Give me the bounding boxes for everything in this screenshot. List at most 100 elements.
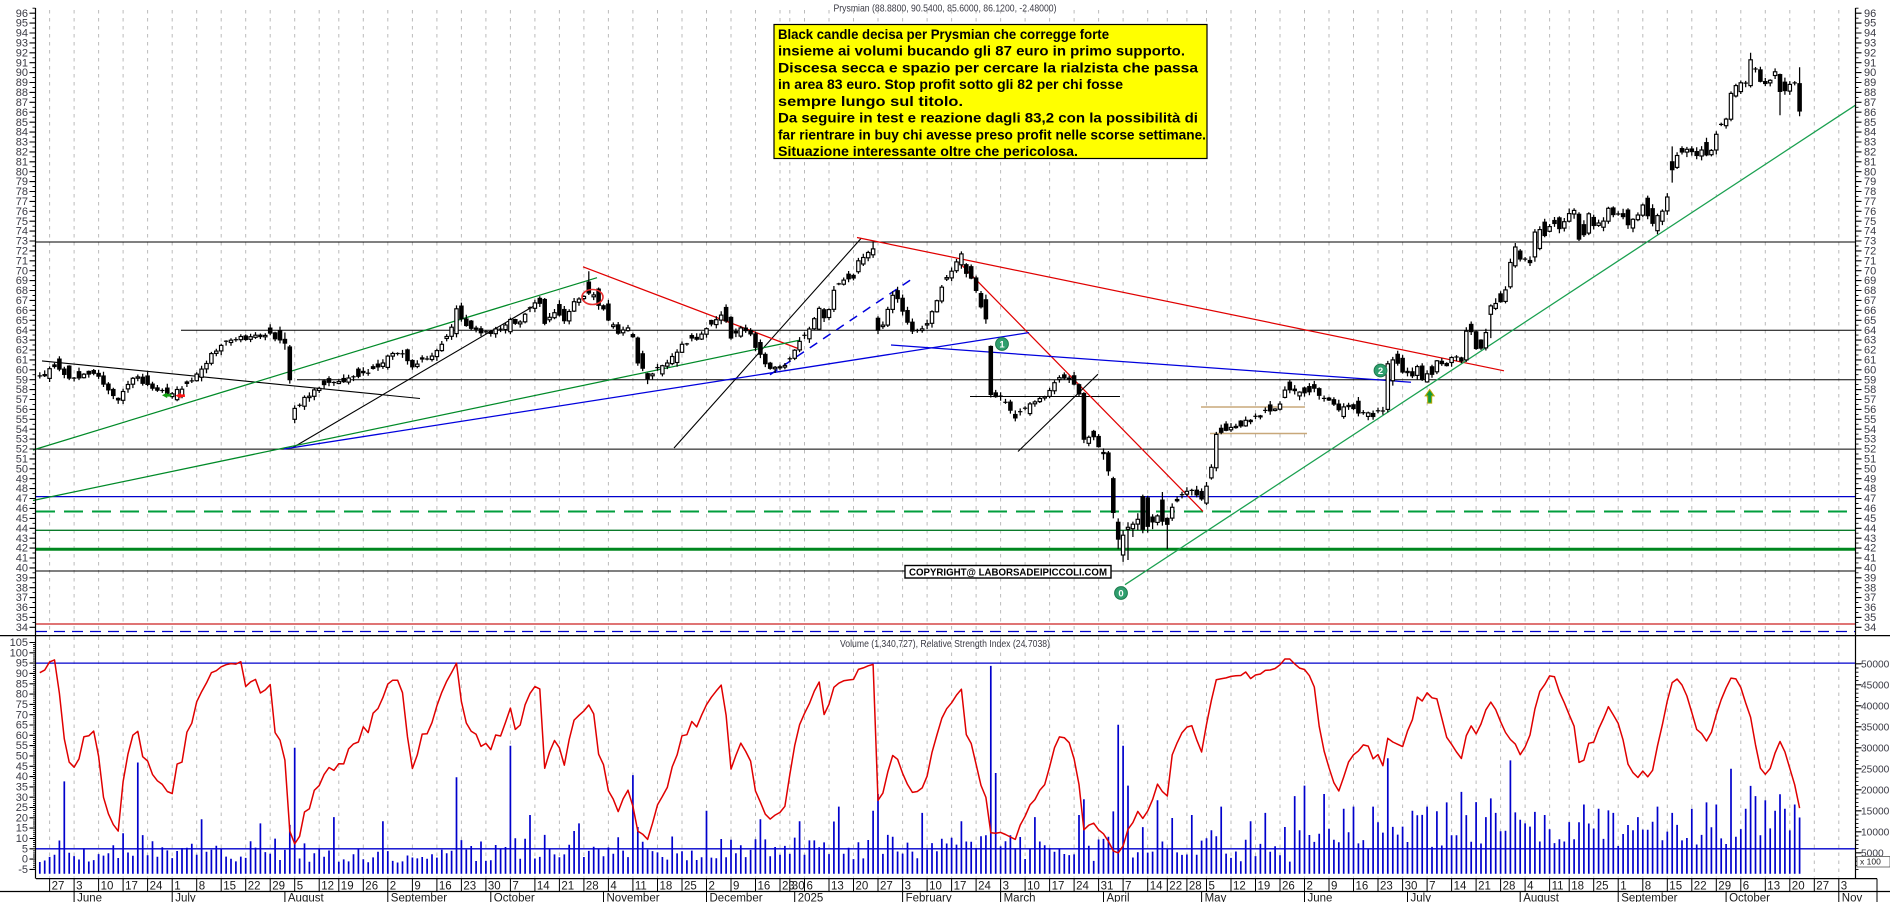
svg-text:84: 84 [1864, 127, 1876, 139]
svg-text:93: 93 [1864, 38, 1876, 50]
svg-text:6: 6 [807, 880, 813, 892]
svg-text:28: 28 [1189, 880, 1202, 892]
svg-text:74: 74 [16, 226, 28, 238]
svg-text:44: 44 [1864, 523, 1876, 535]
svg-text:25: 25 [16, 802, 28, 814]
svg-text:10: 10 [1027, 880, 1040, 892]
svg-text:88: 88 [1864, 87, 1876, 99]
svg-text:16: 16 [758, 880, 771, 892]
svg-text:68: 68 [1864, 285, 1876, 297]
svg-text:27: 27 [52, 880, 65, 892]
svg-text:4: 4 [610, 880, 617, 892]
svg-text:25: 25 [1596, 880, 1609, 892]
svg-text:57: 57 [16, 394, 28, 406]
svg-text:72: 72 [16, 246, 28, 258]
svg-text:90: 90 [16, 67, 28, 79]
svg-text:37: 37 [16, 592, 28, 604]
svg-text:47: 47 [1864, 493, 1876, 505]
svg-text:69: 69 [1864, 275, 1876, 287]
svg-text:10000: 10000 [1861, 827, 1890, 838]
svg-text:20: 20 [1792, 880, 1805, 892]
svg-text:66: 66 [16, 305, 28, 317]
svg-text:56: 56 [1864, 404, 1876, 416]
svg-text:62: 62 [16, 345, 28, 357]
svg-text:46: 46 [1864, 503, 1876, 515]
svg-text:29: 29 [1718, 880, 1731, 892]
svg-text:3: 3 [76, 880, 82, 892]
svg-text:43: 43 [1864, 533, 1876, 545]
svg-text:12: 12 [1233, 880, 1246, 892]
svg-text:23: 23 [782, 880, 795, 892]
svg-text:June: June [1308, 892, 1333, 902]
svg-text:12: 12 [321, 880, 334, 892]
svg-text:95: 95 [1864, 18, 1876, 30]
svg-text:94: 94 [1864, 28, 1876, 40]
svg-text:in area 83 euro. Stop profit s: in area 83 euro. Stop profit sotto gli 8… [778, 77, 1123, 92]
svg-text:74: 74 [1864, 226, 1876, 238]
svg-text:18: 18 [660, 880, 673, 892]
svg-text:30: 30 [16, 792, 28, 804]
svg-text:7: 7 [1125, 880, 1131, 892]
svg-text:95: 95 [16, 658, 28, 670]
svg-text:83: 83 [1864, 137, 1876, 149]
svg-text:3: 3 [1003, 880, 1009, 892]
svg-text:25: 25 [684, 880, 697, 892]
svg-text:September: September [1621, 892, 1677, 902]
svg-text:10: 10 [101, 880, 114, 892]
svg-text:82: 82 [1864, 147, 1876, 159]
svg-text:39: 39 [1864, 572, 1876, 584]
svg-text:15: 15 [1669, 880, 1682, 892]
svg-text:92: 92 [1864, 47, 1876, 59]
svg-text:15: 15 [223, 880, 236, 892]
svg-text:August: August [288, 892, 325, 902]
svg-text:45: 45 [1864, 513, 1876, 525]
svg-text:16: 16 [439, 880, 452, 892]
svg-text:2: 2 [1307, 880, 1313, 892]
svg-text:48: 48 [16, 483, 28, 495]
svg-text:Situazione interessante oltre: Situazione interessante oltre che perico… [778, 144, 1078, 159]
svg-text:70: 70 [1864, 265, 1876, 277]
svg-text:34: 34 [16, 622, 28, 634]
svg-text:44: 44 [16, 523, 28, 535]
svg-text:17: 17 [954, 880, 967, 892]
svg-text:40: 40 [16, 771, 28, 783]
svg-text:34: 34 [1864, 622, 1876, 634]
svg-text:85: 85 [16, 117, 28, 129]
svg-text:21: 21 [561, 880, 574, 892]
svg-text:100: 100 [10, 647, 28, 659]
svg-text:84: 84 [16, 127, 28, 139]
svg-text:70: 70 [16, 709, 28, 721]
svg-text:42: 42 [16, 543, 28, 555]
svg-text:77: 77 [16, 196, 28, 208]
svg-text:40000: 40000 [1861, 701, 1890, 712]
svg-text:14: 14 [1150, 880, 1163, 892]
svg-text:24: 24 [1076, 880, 1089, 892]
svg-text:85: 85 [16, 678, 28, 690]
svg-text:88: 88 [16, 87, 28, 99]
svg-text:76: 76 [16, 206, 28, 218]
svg-text:5000: 5000 [1861, 848, 1884, 859]
svg-text:61: 61 [1864, 355, 1876, 367]
svg-text:Discesa secca e spazio per cer: Discesa secca e spazio per cercare la ri… [778, 60, 1198, 75]
svg-text:67: 67 [1864, 295, 1876, 307]
svg-text:Nov: Nov [1842, 892, 1863, 902]
svg-text:95: 95 [16, 18, 28, 30]
svg-text:21: 21 [1478, 880, 1491, 892]
svg-text:28: 28 [586, 880, 599, 892]
svg-text:45: 45 [16, 761, 28, 773]
svg-text:36: 36 [16, 602, 28, 614]
svg-text:19: 19 [341, 880, 354, 892]
svg-text:80: 80 [16, 689, 28, 701]
svg-text:31: 31 [1101, 880, 1114, 892]
svg-text:63: 63 [16, 335, 28, 347]
svg-text:69: 69 [16, 275, 28, 287]
svg-text:26: 26 [1282, 880, 1295, 892]
svg-text:45000: 45000 [1861, 680, 1890, 691]
svg-text:19: 19 [1258, 880, 1271, 892]
svg-text:6: 6 [1743, 880, 1749, 892]
svg-text:75: 75 [1864, 216, 1876, 228]
svg-text:80: 80 [16, 166, 28, 178]
svg-text:25000: 25000 [1861, 764, 1890, 775]
svg-text:41: 41 [16, 553, 28, 565]
svg-text:11: 11 [635, 880, 647, 892]
